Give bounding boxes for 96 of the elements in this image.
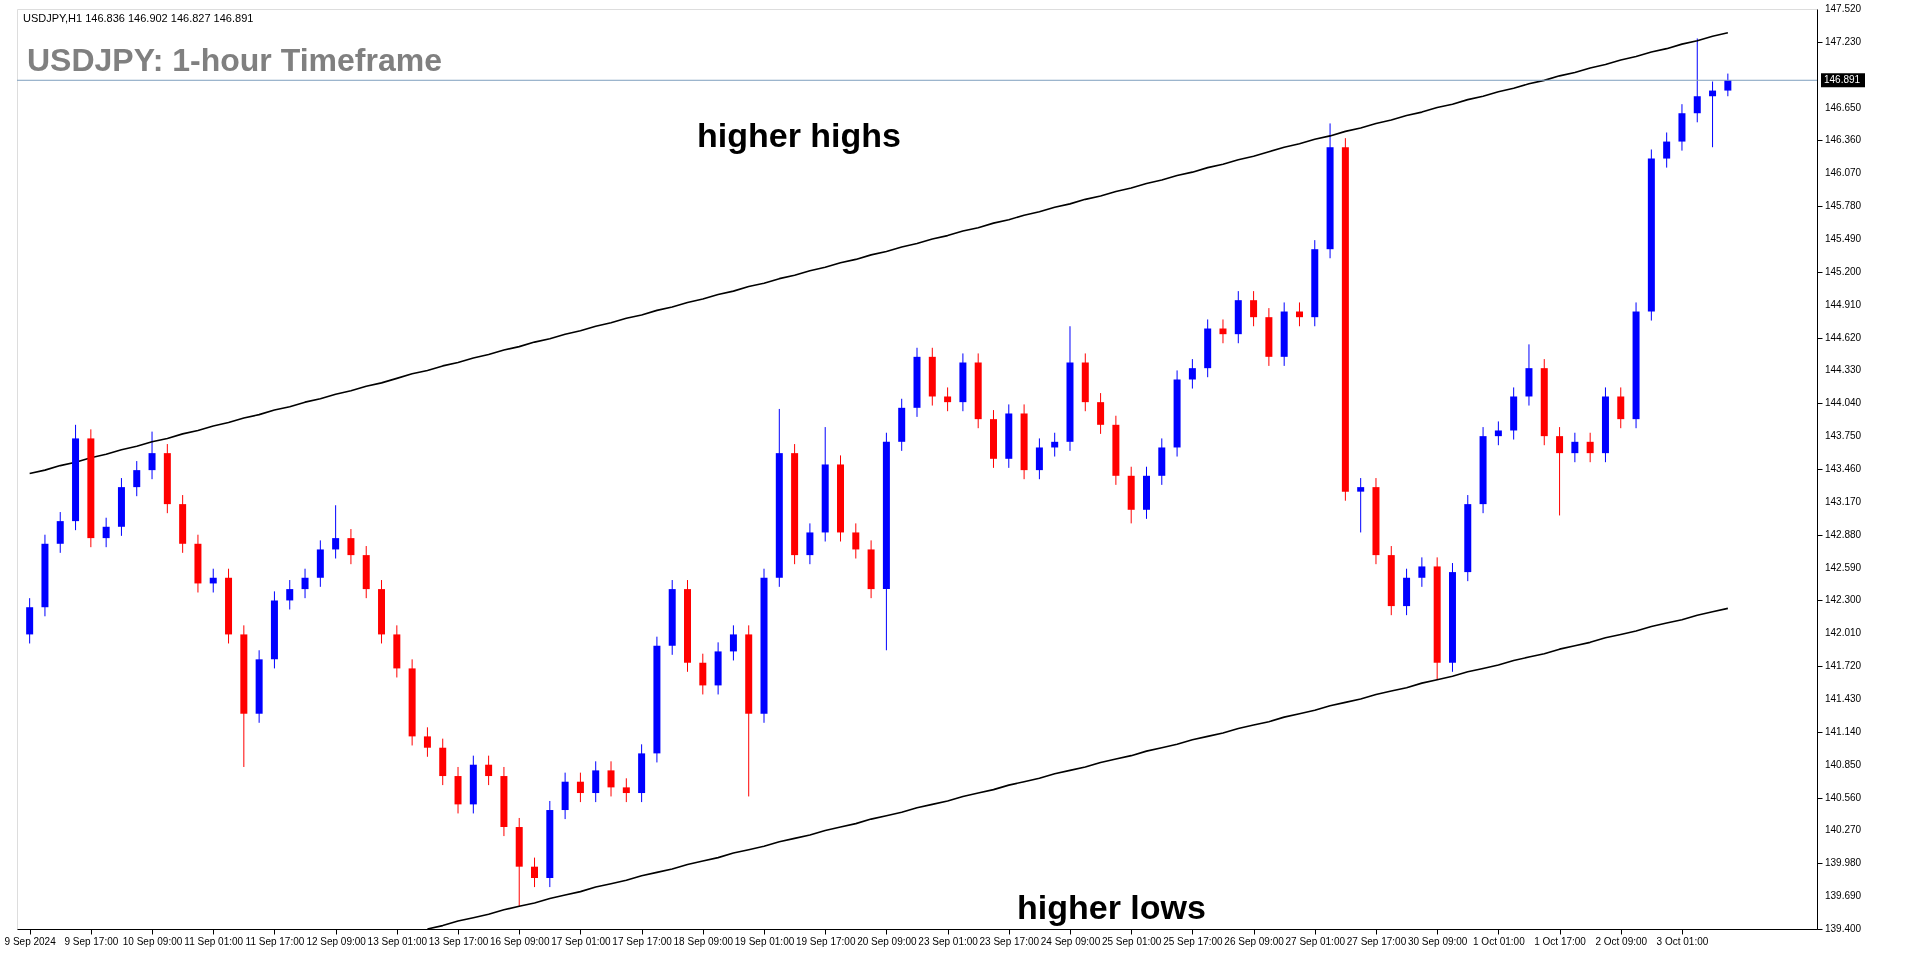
candlestick [485, 755, 493, 786]
y-tick-label: 145.780 [1825, 200, 1862, 212]
candlestick [1556, 426, 1564, 516]
candlestick [607, 760, 615, 797]
candlestick [944, 386, 952, 412]
y-tick-label: 139.400 [1825, 923, 1862, 934]
x-tick-label: 18 Sep 09:00 [673, 935, 734, 947]
candlestick [576, 772, 584, 803]
candlestick [1663, 132, 1671, 169]
y-tick-label: 143.170 [1825, 495, 1862, 507]
x-tick-label: 9 Sep 2024 [4, 935, 57, 947]
y-tick-label: 142.010 [1825, 627, 1862, 639]
x-tick-label: 13 Sep 17:00 [428, 935, 489, 947]
candlestick [1418, 556, 1426, 588]
annotation: higher highs [697, 116, 901, 154]
y-tick-label: 139.690 [1825, 890, 1862, 902]
x-tick-label: 12 Sep 09:00 [306, 935, 367, 947]
y-tick-label: 144.620 [1825, 331, 1862, 343]
y-tick-label: 142.590 [1825, 561, 1862, 573]
y-tick-label: 144.040 [1825, 397, 1862, 409]
candlestick [729, 624, 737, 661]
x-tick-label: 24 Sep 09:00 [1040, 935, 1101, 947]
x-tick-label: 16 Sep 09:00 [489, 935, 550, 947]
candlestick [56, 511, 64, 554]
y-tick-label: 147.230 [1825, 35, 1862, 47]
y-tick-label: 141.430 [1825, 693, 1862, 704]
candlestick [301, 568, 309, 599]
x-tick-label: 27 Sep 01:00 [1285, 935, 1346, 947]
y-tick-label: 143.750 [1825, 430, 1862, 442]
x-tick-label: 25 Sep 17:00 [1163, 935, 1224, 947]
candlestick [347, 528, 355, 565]
y-tick-label: 141.720 [1825, 660, 1862, 672]
candlestick [1693, 37, 1701, 123]
x-tick-label: 23 Sep 01:00 [918, 935, 979, 947]
candlestick [1586, 432, 1594, 463]
x-tick-label: 20 Sep 09:00 [857, 935, 918, 947]
x-tick-label: 13 Sep 01:00 [367, 935, 428, 947]
annotation: higher lows [1017, 888, 1206, 926]
candlestick [852, 522, 860, 560]
x-tick-label: 3 Oct 01:00 [1656, 935, 1709, 947]
candlestick [102, 517, 110, 548]
candlestick [1571, 432, 1579, 463]
ref-line-label: 146.891 [1824, 74, 1861, 86]
y-tick-label: 146.650 [1825, 101, 1862, 113]
candlestick [148, 431, 156, 480]
candlestick [1494, 420, 1502, 446]
candlestick [531, 857, 539, 888]
x-tick-label: 1 Oct 17:00 [1534, 935, 1587, 947]
line-series [28, 31, 1729, 475]
x-tick-label: 19 Sep 01:00 [734, 935, 795, 947]
x-tick-label: 23 Sep 17:00 [979, 935, 1040, 947]
y-tick-label: 146.070 [1825, 167, 1862, 179]
y-tick-label: 143.460 [1825, 463, 1862, 474]
x-tick-label: 30 Sep 09:00 [1407, 935, 1468, 947]
x-tick-label: 9 Sep 17:00 [64, 935, 119, 947]
y-tick-label: 140.560 [1825, 791, 1862, 803]
y-tick-label: 139.980 [1825, 857, 1862, 869]
candlestick [1035, 437, 1043, 480]
candlestick [286, 579, 294, 610]
y-tick-label: 142.300 [1825, 594, 1862, 606]
y-tick-label: 144.330 [1825, 364, 1862, 376]
y-tick-label: 140.270 [1825, 824, 1862, 836]
candlestick [423, 726, 431, 758]
y-tick-label: 145.490 [1825, 233, 1862, 244]
candlestick [1097, 392, 1105, 435]
candlestick [1724, 73, 1732, 97]
x-tick-label: 1 Oct 01:00 [1473, 935, 1526, 947]
candlestick [1188, 358, 1196, 390]
x-tick-label: 17 Sep 01:00 [551, 935, 612, 947]
candlestick [1617, 386, 1625, 429]
x-tick-label: 11 Sep 01:00 [184, 935, 244, 947]
y-tick-label: 146.360 [1825, 134, 1862, 146]
candlestick [592, 760, 600, 803]
candlestick [1357, 477, 1365, 533]
candlestick [699, 653, 707, 695]
y-tick-label: 140.850 [1825, 758, 1862, 770]
y-tick-label: 142.880 [1825, 528, 1862, 540]
x-tick-label: 2 Oct 09:00 [1595, 935, 1648, 947]
text: USDJPY: 1-hour Timeframe [27, 42, 442, 78]
x-tick-label: 17 Sep 17:00 [612, 935, 673, 947]
x-tick-label: 10 Sep 09:00 [122, 935, 183, 947]
y-tick-label: 141.140 [1825, 725, 1862, 737]
y-tick-label: 144.910 [1825, 298, 1862, 310]
candlestick [133, 460, 141, 497]
x-tick-label: 26 Sep 09:00 [1224, 935, 1285, 947]
x-tick-label: 11 Sep 17:00 [245, 935, 305, 947]
x-tick-label: 27 Sep 17:00 [1346, 935, 1407, 947]
candlestick [806, 522, 814, 565]
candlestick [622, 777, 630, 803]
y-tick-label: 145.200 [1825, 265, 1862, 277]
candlestick [1250, 290, 1258, 327]
annotation: USDJPY,H1 146.836 146.902 146.827 146.891 [23, 12, 254, 24]
candlestick [332, 504, 340, 560]
y-tick-label: 147.520 [1825, 3, 1862, 14]
x-tick-label: 25 Sep 01:00 [1101, 935, 1162, 947]
x-tick-label: 19 Sep 17:00 [795, 935, 856, 947]
